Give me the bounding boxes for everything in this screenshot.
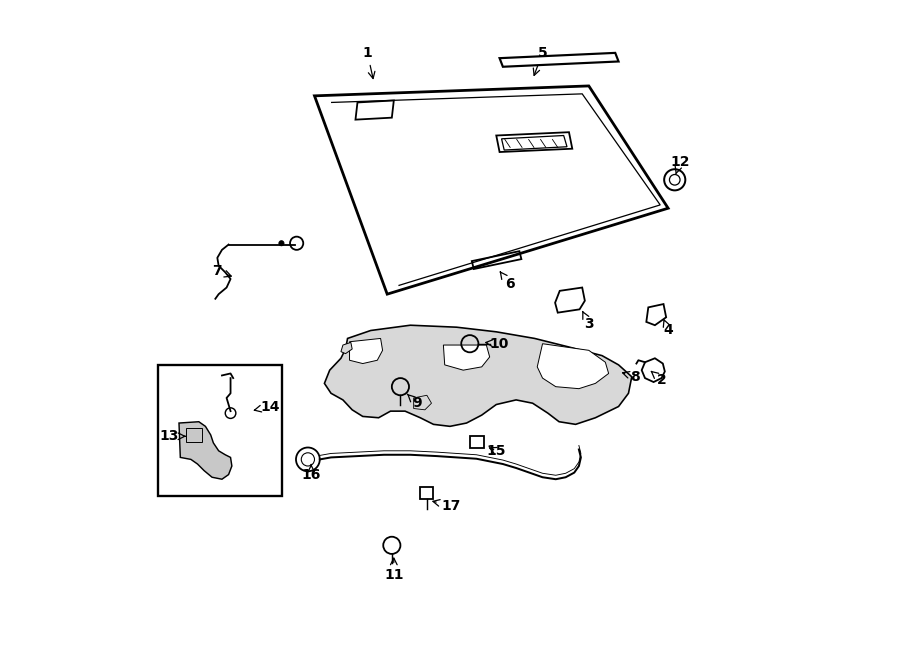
Text: 6: 6 [500, 272, 514, 292]
Polygon shape [179, 422, 232, 479]
Text: 1: 1 [363, 46, 375, 79]
Text: 15: 15 [487, 444, 506, 458]
Bar [470, 436, 484, 448]
Text: 11: 11 [384, 558, 403, 582]
Text: 8: 8 [623, 369, 640, 384]
Text: 9: 9 [408, 394, 422, 410]
Text: 7: 7 [212, 264, 231, 278]
Text: 5: 5 [534, 46, 547, 75]
Text: 4: 4 [663, 320, 673, 338]
Text: 17: 17 [433, 498, 461, 513]
Polygon shape [341, 342, 352, 354]
Text: 16: 16 [302, 465, 321, 482]
Text: 14: 14 [255, 399, 280, 414]
Text: 13: 13 [159, 429, 184, 444]
Polygon shape [324, 325, 632, 426]
Polygon shape [414, 395, 431, 410]
Text: 3: 3 [582, 311, 594, 331]
Text: 12: 12 [670, 155, 689, 175]
Polygon shape [537, 344, 608, 389]
Bar [158, 365, 282, 496]
Polygon shape [444, 345, 490, 370]
Circle shape [279, 241, 284, 246]
Bar [420, 487, 434, 499]
Text: 2: 2 [652, 371, 666, 387]
Text: 10: 10 [486, 336, 509, 351]
Bar [185, 428, 202, 442]
Polygon shape [349, 338, 382, 364]
